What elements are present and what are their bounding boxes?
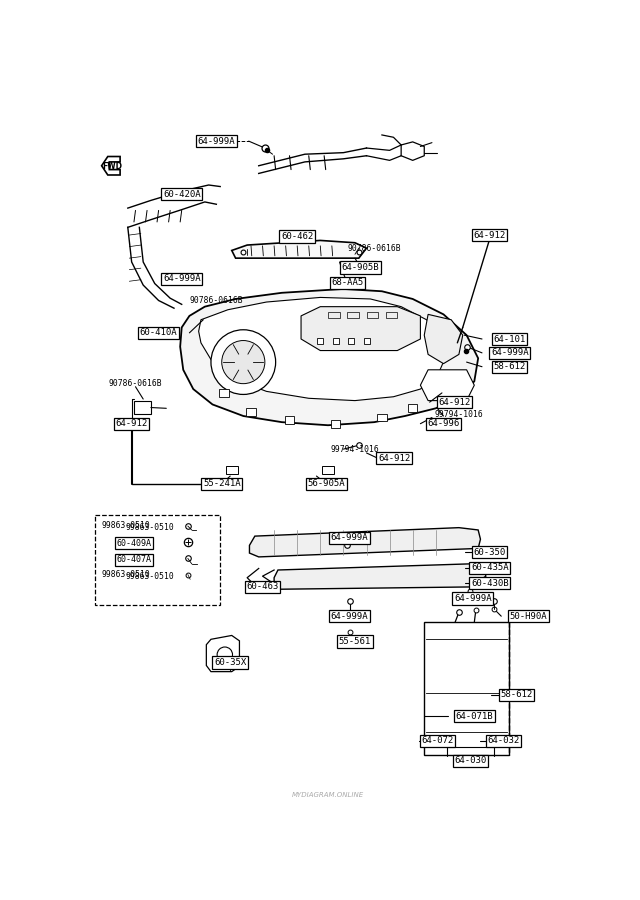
Bar xyxy=(322,466,334,473)
Text: 64-999A: 64-999A xyxy=(331,533,369,542)
Text: 55-241A: 55-241A xyxy=(203,480,241,489)
Text: 58-612: 58-612 xyxy=(493,362,526,371)
Text: 60-407A: 60-407A xyxy=(116,555,152,564)
Text: 64-912: 64-912 xyxy=(116,419,148,428)
Text: 60-350: 60-350 xyxy=(474,548,506,557)
Polygon shape xyxy=(102,157,120,175)
Text: 99794-1016: 99794-1016 xyxy=(331,445,380,454)
Bar xyxy=(225,478,238,485)
Text: 55-561: 55-561 xyxy=(339,637,371,646)
Text: 64-905B: 64-905B xyxy=(342,263,379,272)
Text: 64-032: 64-032 xyxy=(488,736,520,745)
Text: 64-999A: 64-999A xyxy=(163,274,200,284)
Polygon shape xyxy=(274,563,486,590)
Text: 56-905A: 56-905A xyxy=(308,480,345,489)
Text: 64-999A: 64-999A xyxy=(491,348,529,357)
Bar xyxy=(95,515,220,606)
Polygon shape xyxy=(232,240,367,258)
Text: 99794-1016: 99794-1016 xyxy=(435,410,483,419)
Bar xyxy=(386,312,397,319)
Text: 64-912: 64-912 xyxy=(438,398,470,407)
Bar xyxy=(134,400,151,415)
Polygon shape xyxy=(301,307,420,350)
Text: 90786-0616B: 90786-0616B xyxy=(189,296,243,305)
Polygon shape xyxy=(206,635,239,671)
Text: 60-463: 60-463 xyxy=(246,582,278,591)
Text: 60-435A: 60-435A xyxy=(471,563,509,572)
Text: 60-420A: 60-420A xyxy=(163,190,200,199)
Polygon shape xyxy=(180,289,478,425)
Polygon shape xyxy=(420,370,474,400)
Text: 64-912: 64-912 xyxy=(378,454,410,463)
Polygon shape xyxy=(424,314,463,364)
Bar xyxy=(408,404,417,412)
Bar xyxy=(378,414,387,421)
Polygon shape xyxy=(250,527,481,557)
Text: 99863-0510: 99863-0510 xyxy=(101,521,150,530)
Bar xyxy=(331,419,340,428)
Text: 60-35X: 60-35X xyxy=(214,658,246,667)
Text: 90786-0616B: 90786-0616B xyxy=(348,244,401,253)
Text: 60-409A: 60-409A xyxy=(116,538,152,547)
Text: MYDIAGRAM.ONLINE: MYDIAGRAM.ONLINE xyxy=(292,792,364,797)
Circle shape xyxy=(221,340,265,383)
Text: 60-410A: 60-410A xyxy=(140,328,177,338)
Bar xyxy=(285,416,294,424)
Text: 99863-0510: 99863-0510 xyxy=(101,570,150,579)
Text: 50-H90A: 50-H90A xyxy=(509,612,547,621)
Circle shape xyxy=(211,329,276,394)
Text: 99863-0510: 99863-0510 xyxy=(125,523,174,532)
Bar xyxy=(348,312,359,319)
Polygon shape xyxy=(424,623,509,755)
Text: 64-999A: 64-999A xyxy=(454,594,492,603)
Text: 64-072: 64-072 xyxy=(421,736,454,745)
Text: 64-912: 64-912 xyxy=(474,230,506,239)
Text: 60-462: 60-462 xyxy=(281,232,314,241)
Text: 64-996: 64-996 xyxy=(428,419,460,428)
Text: 60-430B: 60-430B xyxy=(471,579,509,588)
Bar xyxy=(246,409,255,416)
Text: 64-071B: 64-071B xyxy=(456,712,493,721)
Text: 64-999A: 64-999A xyxy=(331,612,369,621)
Bar xyxy=(367,312,378,319)
Polygon shape xyxy=(198,297,445,400)
Text: 58-612: 58-612 xyxy=(500,690,532,699)
Bar xyxy=(225,466,238,473)
Text: 68-AA5: 68-AA5 xyxy=(331,278,364,287)
Bar xyxy=(328,312,340,319)
Text: 64-101: 64-101 xyxy=(493,335,526,344)
Bar xyxy=(322,478,334,485)
Text: 90786-0616B: 90786-0616B xyxy=(109,379,163,388)
Text: 64-030: 64-030 xyxy=(454,757,486,766)
Text: 99863-0510: 99863-0510 xyxy=(125,572,174,580)
Bar xyxy=(220,389,228,397)
Text: 64-999A: 64-999A xyxy=(198,137,235,146)
Text: FWD: FWD xyxy=(102,162,122,171)
